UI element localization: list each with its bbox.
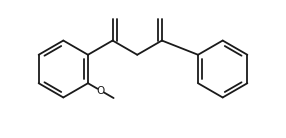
Text: O: O xyxy=(97,86,105,96)
